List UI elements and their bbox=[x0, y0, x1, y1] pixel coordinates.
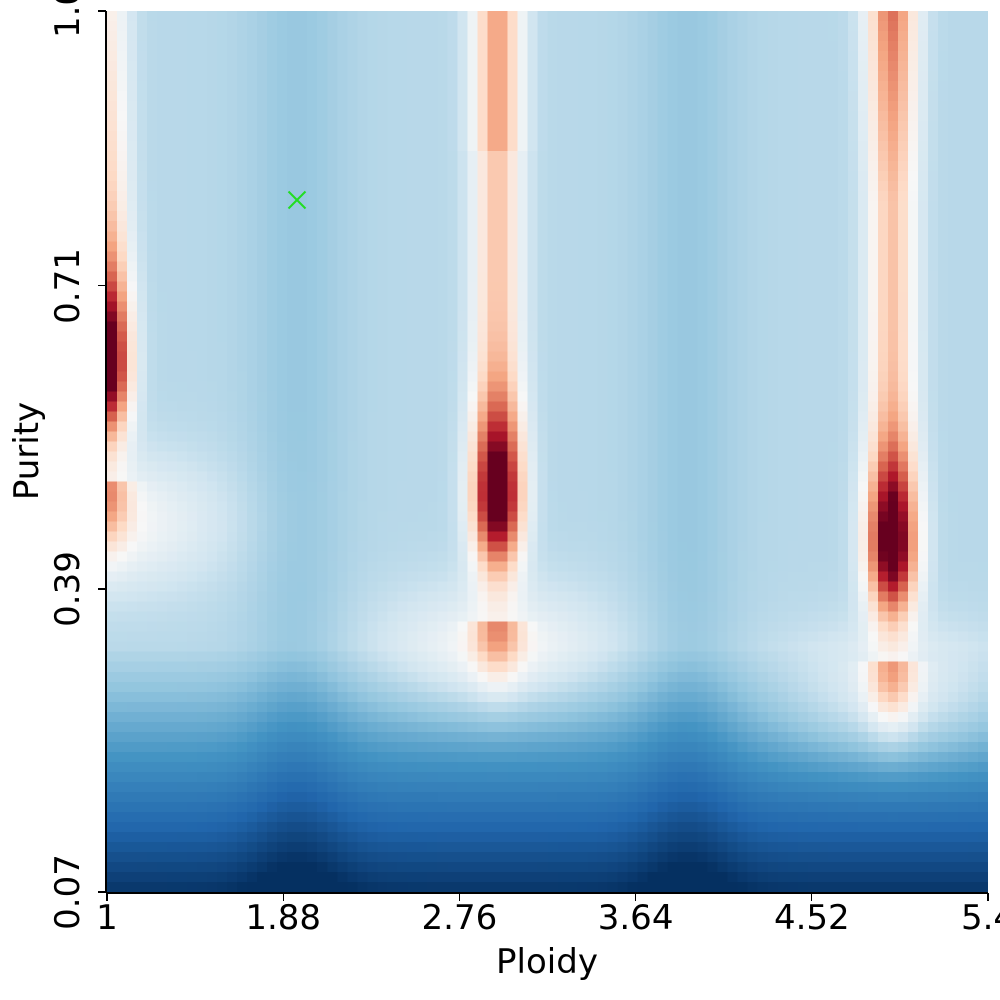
heatmap-plot-area bbox=[107, 11, 988, 892]
y-tick-label: 1.0 bbox=[48, 0, 88, 39]
y-tick-label: 0.39 bbox=[48, 551, 88, 627]
y-axis-spine bbox=[105, 11, 107, 893]
heatmap-canvas bbox=[107, 11, 988, 892]
y-tick-label: 0.07 bbox=[48, 854, 88, 930]
x-tick-mark bbox=[106, 893, 108, 901]
x-tick-label: 1.88 bbox=[245, 898, 322, 938]
x-tick-label: 3.64 bbox=[597, 898, 674, 938]
x-tick-label: 5.4 bbox=[960, 898, 1000, 938]
x-tick-mark bbox=[987, 893, 989, 901]
x-tick-mark bbox=[635, 893, 637, 901]
y-tick-label: 0.71 bbox=[48, 247, 88, 324]
x-tick-mark bbox=[458, 893, 461, 901]
optimum-marker-x-icon bbox=[286, 189, 308, 211]
x-tick-label: 4.52 bbox=[773, 898, 850, 938]
x-tick-label: 2.76 bbox=[421, 898, 498, 938]
y-tick-mark bbox=[98, 10, 106, 12]
x-tick-label: 1 bbox=[96, 898, 118, 938]
x-tick-mark bbox=[811, 893, 813, 901]
x-tick-mark bbox=[282, 893, 284, 901]
y-tick-mark bbox=[98, 588, 106, 590]
x-axis-title: Ploidy bbox=[496, 942, 598, 982]
y-tick-mark bbox=[98, 285, 106, 287]
y-tick-mark bbox=[98, 891, 106, 893]
x-axis-spine bbox=[106, 892, 988, 894]
y-axis-title: Purity bbox=[7, 401, 47, 501]
